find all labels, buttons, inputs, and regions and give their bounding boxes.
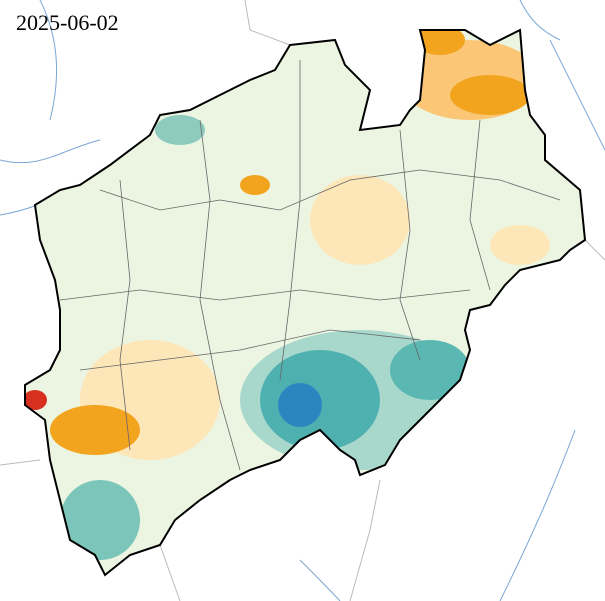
district-borders xyxy=(59,60,561,471)
date-label: 2025-06-02 xyxy=(16,10,119,35)
